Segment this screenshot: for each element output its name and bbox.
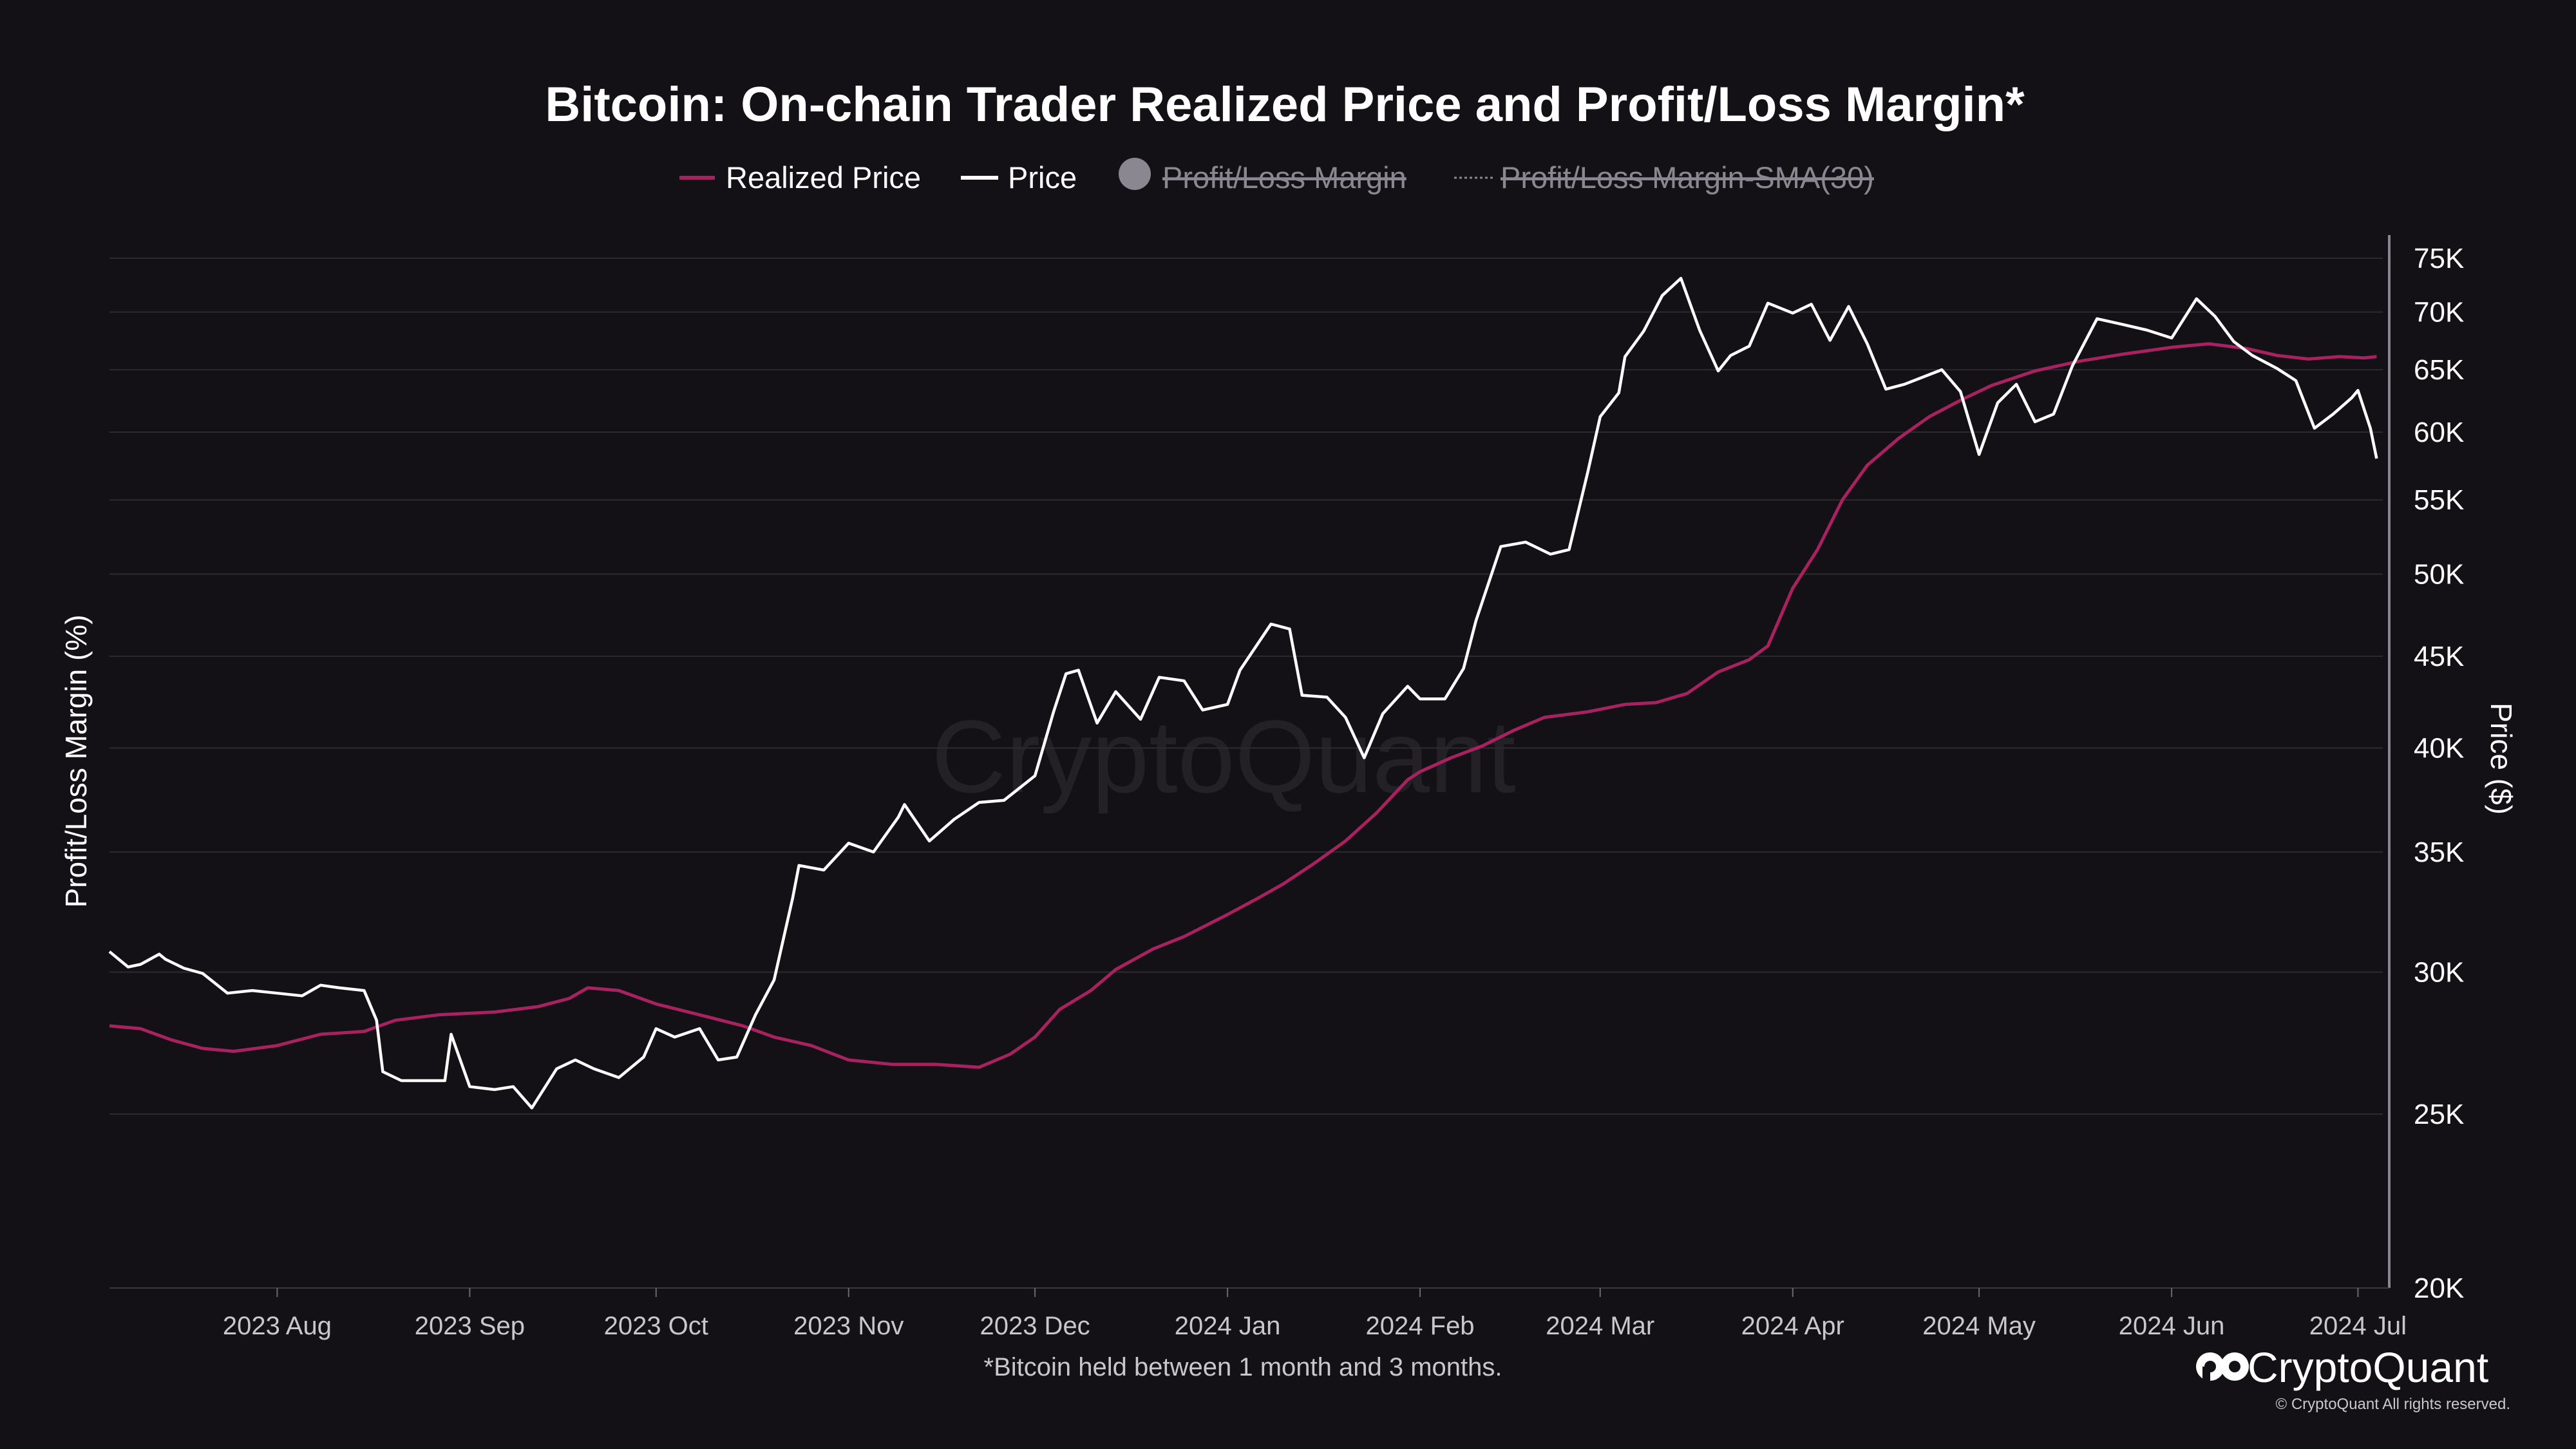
x-tick-label: 2024 Jan xyxy=(1175,1312,1281,1340)
brand-logo: CryptoQuant xyxy=(2196,1343,2488,1391)
legend: Realized Price Price Profit/Loss Margin … xyxy=(679,158,1874,194)
legend-item-realized-price[interactable]: Realized Price xyxy=(679,160,921,194)
y-axis-ticks: 20K 25K 30K 35K 40K 45K 50K 55K 60K 65K 70K 75K xyxy=(2414,243,2464,1304)
gridlines xyxy=(109,258,2383,1115)
y-tick-label-50K: 50K xyxy=(2414,559,2464,591)
x-tick-label: 2024 Jul xyxy=(2309,1312,2407,1340)
y-tick-label-45K: 45K xyxy=(2414,641,2464,672)
x-tick-label: 2024 Jun xyxy=(2119,1312,2225,1340)
y-tick-label-25K: 25K xyxy=(2414,1099,2464,1130)
y-tick-label-60K: 60K xyxy=(2414,417,2464,448)
x-tick-label: 2023 Dec xyxy=(980,1312,1090,1340)
y-tick-label-65K: 65K xyxy=(2414,354,2464,386)
legend-item-profit-loss-margin-sma[interactable]: Profit/Loss Margin-SMA(30) xyxy=(1454,160,1874,194)
y-tick-label-20K: 20K xyxy=(2414,1273,2464,1304)
y-right-axis-title: Price ($) xyxy=(2485,703,2518,815)
y-tick-label-35K: 35K xyxy=(2414,837,2464,868)
legend-price-label: Price xyxy=(1008,160,1077,194)
watermark: CryptoQuant xyxy=(931,699,1515,814)
legend-item-profit-loss-margin[interactable]: Profit/Loss Margin xyxy=(1119,158,1406,194)
legend-profit-loss-margin-swatch xyxy=(1119,158,1151,190)
y-tick-label-40K: 40K xyxy=(2414,732,2464,764)
y-tick-label-30K: 30K xyxy=(2414,956,2464,988)
x-tick-label: 2023 Nov xyxy=(793,1312,904,1340)
x-axis-ticks: 2023 Aug 2023 Sep 2023 Oct 2023 Nov 2023 Dec… xyxy=(223,1288,2407,1340)
y-tick-label-75K: 75K xyxy=(2414,243,2464,274)
x-tick-label: 2024 May xyxy=(1922,1312,2036,1340)
cryptoquant-logo-icon xyxy=(2196,1352,2249,1381)
chart-title: Bitcoin: On-chain Trader Realized Price … xyxy=(545,77,2025,132)
series-realized-price-line xyxy=(109,342,2377,1069)
x-tick-label: 2023 Oct xyxy=(604,1312,708,1340)
footnote: *Bitcoin held between 1 month and 3 mont… xyxy=(984,1353,1502,1381)
brand-name: CryptoQuant xyxy=(2248,1343,2488,1391)
y-tick-label-55K: 55K xyxy=(2414,484,2464,516)
y-left-axis-title: Profit/Loss Margin (%) xyxy=(59,614,93,907)
legend-item-price[interactable]: Price xyxy=(961,160,1077,194)
series-price-line xyxy=(108,276,2378,1110)
x-tick-label: 2023 Sep xyxy=(415,1312,525,1340)
copyright: © CryptoQuant All rights reserved. xyxy=(2276,1396,2511,1413)
x-tick-label: 2024 Feb xyxy=(1366,1312,1475,1340)
legend-profit-loss-margin-sma-label: Profit/Loss Margin-SMA(30) xyxy=(1501,160,1874,194)
x-tick-label: 2023 Aug xyxy=(223,1312,332,1340)
legend-profit-loss-margin-label: Profit/Loss Margin xyxy=(1162,160,1406,194)
y-tick-label-70K: 70K xyxy=(2414,296,2464,328)
x-tick-label: 2024 Apr xyxy=(1741,1312,1844,1340)
legend-realized-price-label: Realized Price xyxy=(726,160,921,194)
x-tick-label: 2024 Mar xyxy=(1546,1312,1654,1340)
